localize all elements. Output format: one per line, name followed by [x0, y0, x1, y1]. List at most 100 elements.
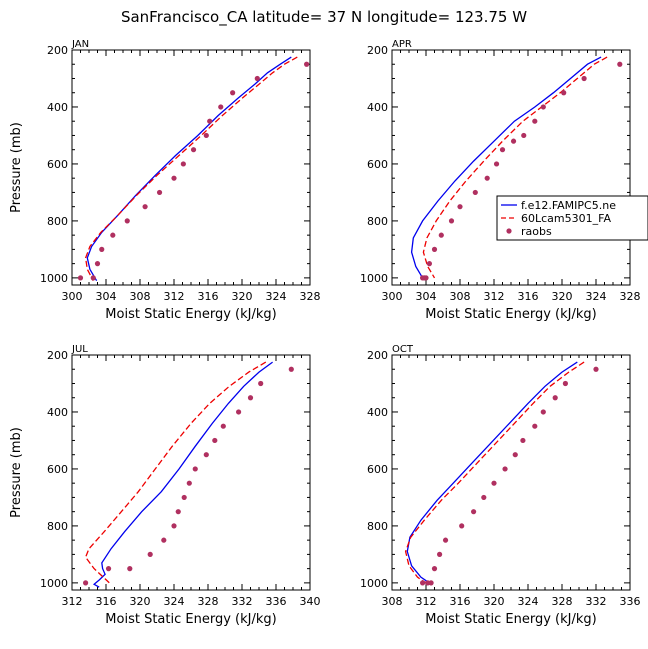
raobs-point [186, 480, 192, 486]
raobs-point [254, 75, 260, 82]
series-line-60lcam5301 [84, 361, 267, 584]
raobs-point [521, 132, 527, 139]
raobs-point [459, 523, 465, 529]
x-axis-label: Moist Static Energy (kJ/kg) [105, 612, 276, 627]
x-axis-label: Moist Static Energy (kJ/kg) [425, 307, 596, 322]
y-tick-label: 800 [367, 520, 388, 533]
x-tick-label: 300 [62, 290, 83, 303]
series-group [83, 361, 294, 588]
panel-apr: APR 300 304 308 312 316 320 324 328 200 400 600 800 1… [360, 39, 641, 322]
raobs-point [105, 566, 112, 572]
raobs-point [448, 218, 455, 224]
raobs-point [457, 204, 463, 210]
y-axis-label: Pressure (mb) [9, 122, 24, 213]
x-tick-label: 316 [518, 290, 539, 303]
figure-title: SanFrancisco_CA latitude= 37 N longitude… [121, 8, 527, 27]
y-tick-label: 1000 [40, 272, 68, 285]
x-tick-label: 320 [484, 595, 505, 608]
raobs-point [230, 90, 236, 96]
x-tick-label: 304 [96, 290, 117, 303]
raobs-point [493, 161, 500, 167]
x-tick-label: 324 [518, 595, 539, 608]
raobs-point [425, 580, 431, 586]
y-axis-label: Pressure (mb) [9, 427, 24, 518]
raobs-point [110, 232, 116, 238]
raobs-point [581, 75, 587, 82]
raobs-point [304, 61, 310, 67]
x-tick-label: 328 [620, 290, 641, 303]
y-tick-label: 800 [47, 215, 68, 228]
raobs-point [147, 551, 153, 557]
y-tick-label: 800 [367, 215, 388, 228]
x-tick-label: 328 [300, 290, 321, 303]
raobs-point [499, 147, 506, 153]
raobs-point [561, 90, 567, 96]
x-tick-label: 304 [416, 290, 437, 303]
raobs-point [203, 132, 209, 139]
raobs-point [502, 466, 508, 472]
raobs-point [532, 423, 538, 429]
y-tick-label: 1000 [360, 577, 388, 590]
raobs-point [258, 380, 264, 387]
raobs-point [124, 218, 130, 224]
raobs-point [212, 437, 218, 444]
y-tick-label: 600 [47, 463, 68, 476]
x-tick-label: 308 [130, 290, 151, 303]
series-group [410, 56, 623, 281]
plot-frame [391, 354, 631, 591]
x-tick-label: 312 [62, 595, 83, 608]
y-tick-label: 800 [47, 520, 68, 533]
x-tick-label: 324 [164, 595, 185, 608]
x-tick-label: 324 [586, 290, 607, 303]
x-tick-label: 312 [164, 290, 185, 303]
panel-label: JUL [71, 344, 88, 355]
y-tick-label: 200 [47, 44, 68, 57]
raobs-point [442, 537, 449, 543]
raobs-point [510, 138, 517, 144]
raobs-point [77, 275, 84, 281]
panel-oct: OCT 308 312 316 320 324 328 332 336 200 400 600 800 1… [360, 344, 641, 627]
x-axis-label: Moist Static Energy (kJ/kg) [105, 307, 276, 322]
raobs-point [247, 395, 254, 401]
series-line-60lcam5301 [404, 361, 585, 584]
raobs-point [156, 189, 163, 196]
x-tick-label: 316 [96, 595, 117, 608]
x-tick-label: 336 [620, 595, 641, 608]
raobs-point [532, 118, 538, 124]
raobs-point [431, 246, 438, 252]
y-tick-label: 400 [367, 101, 388, 114]
panel-label: APR [392, 39, 412, 50]
raobs-point [207, 118, 213, 124]
raobs-point [540, 409, 546, 415]
panel-jul: JUL 312 316 320 324 328 332 336 340 200 400 600 800 1… [9, 344, 321, 627]
y-tick-label: 200 [367, 44, 388, 57]
raobs-point [552, 395, 558, 401]
raobs-point [540, 104, 546, 110]
y-tick-label: 400 [47, 101, 68, 114]
raobs-point [617, 61, 623, 67]
plot-frame [391, 49, 631, 286]
raobs-point [161, 537, 167, 543]
y-tick-label: 600 [367, 463, 388, 476]
raobs-point [180, 161, 186, 167]
x-tick-label: 312 [416, 595, 437, 608]
x-tick-label: 324 [266, 290, 287, 303]
x-tick-label: 332 [232, 595, 253, 608]
raobs-point [175, 509, 181, 515]
raobs-point [471, 509, 477, 515]
series-group [404, 361, 599, 586]
raobs-point [171, 175, 177, 181]
raobs-point [142, 204, 148, 210]
raobs-point [491, 480, 497, 486]
x-tick-label: 320 [552, 290, 573, 303]
raobs-point [90, 275, 96, 281]
series-line-famipc5 [92, 361, 273, 588]
x-tick-label: 332 [586, 595, 607, 608]
panels: JAN 300 304 308 312 316 320 324 328 200 400 600 800 1… [9, 39, 641, 627]
raobs-point [181, 494, 187, 501]
x-axis-label: Moist Static Energy (kJ/kg) [425, 612, 596, 627]
raobs-point [127, 566, 133, 572]
y-tick-label: 1000 [40, 577, 68, 590]
panel-label: OCT [392, 344, 414, 355]
